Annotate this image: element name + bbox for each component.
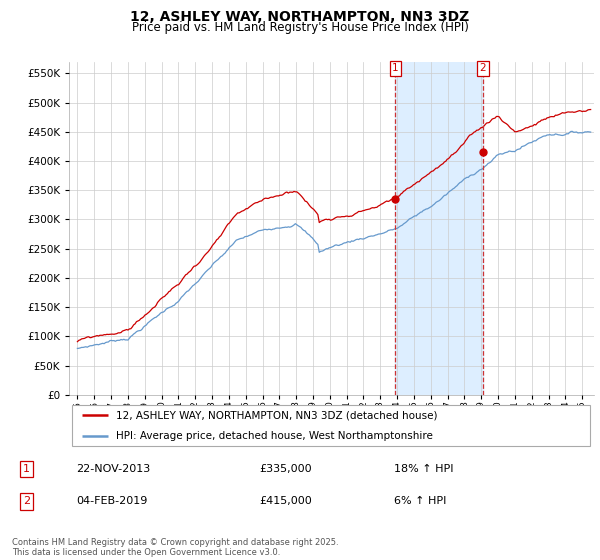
Text: 22-NOV-2013: 22-NOV-2013	[77, 464, 151, 474]
Text: 12, ASHLEY WAY, NORTHAMPTON, NN3 3DZ (detached house): 12, ASHLEY WAY, NORTHAMPTON, NN3 3DZ (de…	[116, 410, 438, 421]
Text: 6% ↑ HPI: 6% ↑ HPI	[394, 496, 446, 506]
Text: 12, ASHLEY WAY, NORTHAMPTON, NN3 3DZ: 12, ASHLEY WAY, NORTHAMPTON, NN3 3DZ	[130, 10, 470, 24]
Text: 04-FEB-2019: 04-FEB-2019	[77, 496, 148, 506]
Text: HPI: Average price, detached house, West Northamptonshire: HPI: Average price, detached house, West…	[116, 431, 433, 441]
Text: 2: 2	[23, 496, 30, 506]
Text: 1: 1	[392, 63, 399, 73]
Text: £415,000: £415,000	[259, 496, 311, 506]
Text: 18% ↑ HPI: 18% ↑ HPI	[394, 464, 454, 474]
FancyBboxPatch shape	[71, 405, 590, 446]
Text: £335,000: £335,000	[259, 464, 311, 474]
Bar	[395, 62, 482, 395]
Text: 2: 2	[479, 63, 486, 73]
Text: Price paid vs. HM Land Registry's House Price Index (HPI): Price paid vs. HM Land Registry's House …	[131, 21, 469, 34]
Text: 1: 1	[23, 464, 30, 474]
Text: Contains HM Land Registry data © Crown copyright and database right 2025.
This d: Contains HM Land Registry data © Crown c…	[12, 538, 338, 557]
